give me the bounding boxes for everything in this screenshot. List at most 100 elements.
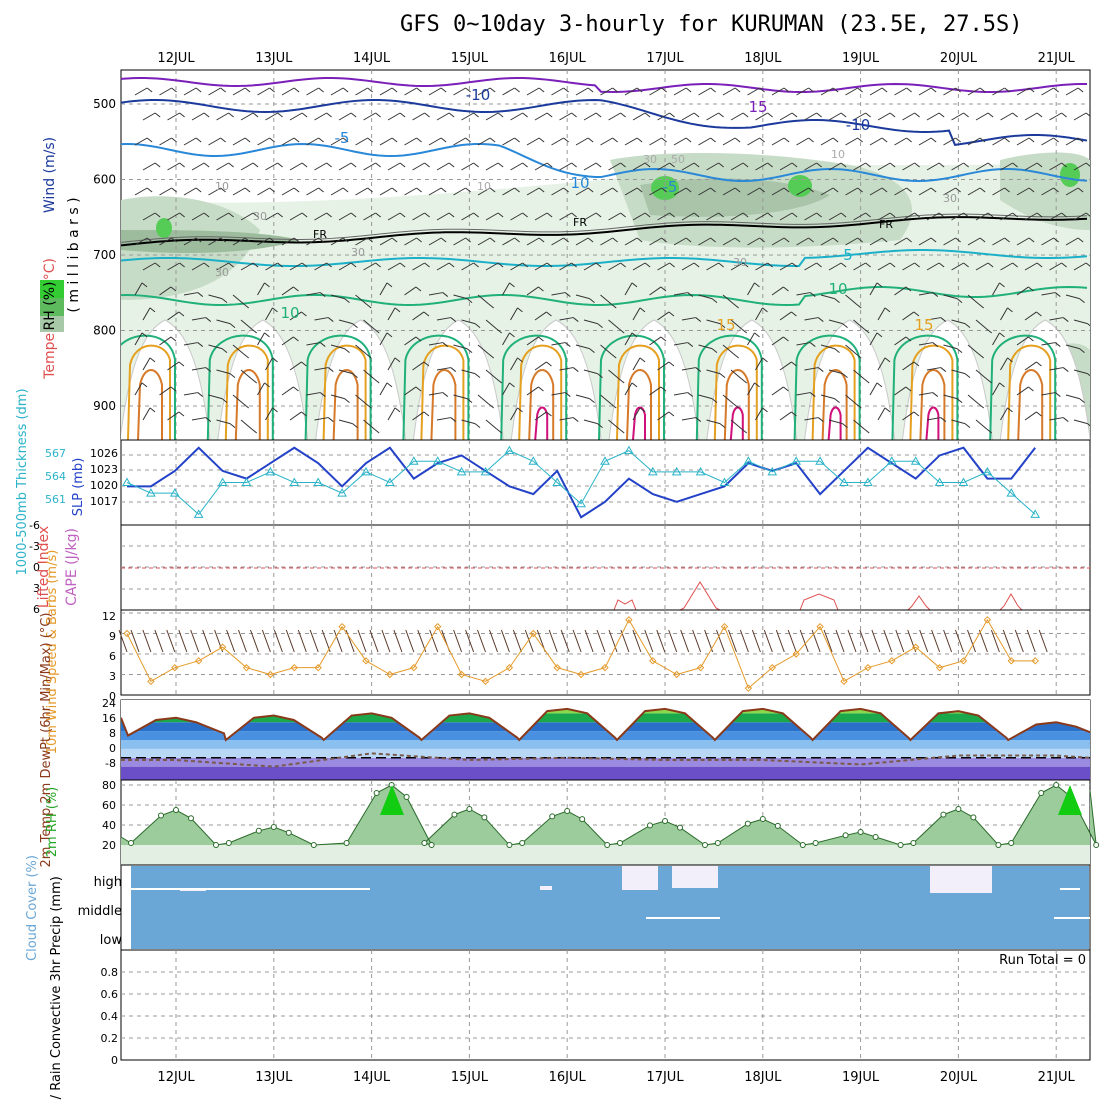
- wind10m-tick-label: 12: [102, 610, 116, 623]
- wind-barb: [902, 262, 915, 271]
- wind-barb-flag: [618, 428, 625, 434]
- wind-barb: [1091, 238, 1100, 245]
- wind-barb: [975, 212, 989, 221]
- wind10m-barb: [787, 629, 797, 653]
- wind-barb-flag: [1085, 212, 1090, 217]
- wind-barb-flag: [964, 323, 971, 329]
- wind-barb: [428, 187, 442, 196]
- wind-barb-flag: [987, 112, 994, 118]
- wind-barb: [943, 87, 956, 96]
- wind-barb-flag: [352, 323, 358, 329]
- wind-barb-flag: [272, 407, 278, 413]
- thickness-point: [265, 466, 276, 476]
- wind-barb-flag: [373, 328, 380, 334]
- wind-barb: [657, 311, 670, 321]
- wind-barb: [379, 282, 388, 296]
- wind-barb-flag: [373, 378, 380, 384]
- cloud-panel: high middle low: [78, 864, 1091, 951]
- wind-barb-flag: [589, 298, 595, 304]
- rh2m-point: [995, 842, 1002, 848]
- contour-minus-5: [121, 142, 1088, 182]
- wind-barb-flag: [272, 307, 278, 313]
- wind-barb-flag: [668, 361, 675, 367]
- wind10m-point: [625, 616, 633, 624]
- wind-barb: [502, 137, 515, 146]
- wind-barb: [510, 307, 518, 321]
- wind-barb-flag: [399, 262, 406, 268]
- wind-barb-flag: [741, 378, 748, 384]
- wind-barb: [461, 112, 474, 121]
- wind10m-barb: [321, 629, 331, 653]
- wind-barb-flag: [832, 187, 839, 193]
- wind-barb-flag: [1087, 373, 1090, 377]
- wind-barb-flag: [514, 137, 520, 143]
- rh2m-point: [403, 794, 410, 800]
- contour-10-diurnal: [598, 334, 665, 440]
- rh2m-point: [158, 812, 164, 819]
- contour-label: 15: [914, 316, 933, 334]
- rh2m-point: [647, 822, 653, 829]
- wind10m-point: [338, 622, 346, 631]
- upper-gridlines: [121, 70, 1090, 440]
- wind-barb: [191, 212, 205, 221]
- wind-barb-flag: [913, 361, 920, 367]
- wind-barb-flag: [710, 237, 716, 243]
- wind-barb-flag: [589, 348, 595, 354]
- wind-barb: [828, 262, 842, 271]
- rh2m-point: [285, 829, 292, 836]
- wind-barb-flag: [986, 328, 993, 334]
- wind-barb-flag: [855, 303, 862, 309]
- wind10m-point: [218, 643, 227, 651]
- wind-barb-flag: [146, 137, 153, 143]
- wind10m-point: [720, 622, 729, 631]
- wind-barb-flag: [367, 237, 373, 243]
- wind-barb: [1049, 367, 1064, 371]
- wind-barb: [142, 307, 151, 321]
- wind-barb-flag: [563, 237, 569, 243]
- temp2m-line: [121, 707, 1090, 745]
- wind-barb-flag: [978, 303, 985, 309]
- wind-barb: [722, 137, 736, 146]
- wind-barb: [142, 162, 156, 171]
- rh2m-point: [549, 813, 556, 820]
- wind-barb-flag: [610, 403, 617, 409]
- rh-dry-plume: [608, 319, 700, 440]
- wind-barb-flag: [326, 112, 332, 118]
- rh2m-point: [466, 806, 473, 812]
- wind-barb-flag: [1028, 187, 1035, 193]
- contour-label: 10: [215, 180, 229, 193]
- wind-barb-flag: [863, 428, 870, 434]
- wind10m-barb: [250, 629, 259, 653]
- wind-barb-flag: [564, 342, 571, 347]
- wind-barb-flag: [668, 411, 675, 417]
- wind-barb-flag: [930, 137, 937, 143]
- wind-barb: [1024, 361, 1037, 371]
- rh2m-point: [188, 815, 194, 822]
- cloud-gap: [622, 866, 658, 890]
- wind10m-barb: [716, 629, 725, 653]
- wind-barb-flag: [318, 237, 324, 243]
- date-label-bottom: 20JUL: [940, 1070, 978, 1085]
- wind-barb-flag: [319, 342, 326, 347]
- rh2m-point: [1008, 840, 1015, 846]
- wind-barb: [477, 187, 491, 196]
- wind-barb: [208, 187, 221, 196]
- wind-barb-flag: [668, 311, 675, 317]
- wind-barb: [502, 282, 510, 296]
- wind10m-point: [314, 663, 322, 672]
- wind-barb-flag: [442, 292, 449, 297]
- wind-barb: [134, 187, 148, 196]
- wind-barb: [951, 212, 964, 221]
- contour-20: [626, 369, 652, 440]
- contour-20: [332, 369, 359, 440]
- wind-barb: [436, 162, 450, 171]
- thickness-point: [169, 488, 180, 497]
- wind-barb: [583, 319, 598, 325]
- wind-barb-flag: [832, 137, 839, 143]
- wind-barb: [730, 419, 743, 430]
- wind-barb: [1091, 395, 1100, 404]
- wind-barb: [453, 294, 468, 300]
- wind-barb-flag: [264, 332, 270, 338]
- wind-barb: [902, 361, 915, 371]
- wind-barb: [926, 367, 941, 371]
